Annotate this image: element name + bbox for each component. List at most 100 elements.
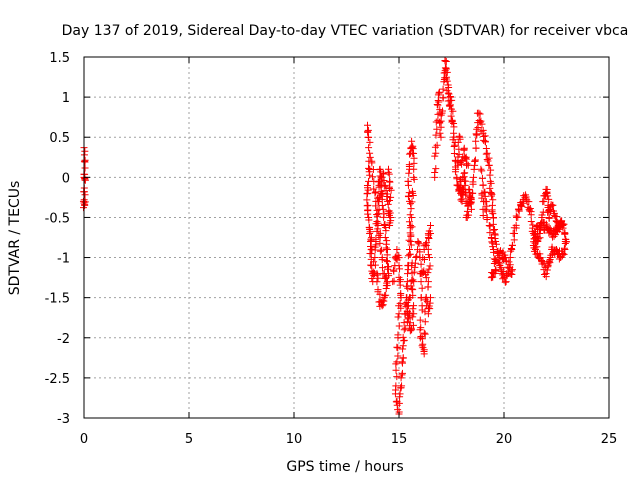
data-point xyxy=(378,256,386,264)
y-tick-label: -1.5 xyxy=(45,292,70,307)
data-point xyxy=(396,281,404,289)
data-point xyxy=(469,180,477,188)
data-point xyxy=(525,198,533,206)
data-point xyxy=(436,118,444,126)
data-point xyxy=(415,240,423,248)
data-point xyxy=(407,282,415,290)
data-point xyxy=(470,173,478,181)
data-point xyxy=(398,369,406,377)
data-point xyxy=(81,147,89,155)
data-point xyxy=(366,138,374,146)
data-point xyxy=(374,286,382,294)
data-point xyxy=(437,123,445,131)
data-point xyxy=(508,241,516,249)
data-point xyxy=(471,157,479,165)
data-point xyxy=(514,213,522,221)
data-point xyxy=(369,166,377,174)
data-point xyxy=(420,346,428,354)
data-point xyxy=(374,271,382,279)
data-point xyxy=(406,224,414,232)
data-point xyxy=(455,132,463,140)
data-point xyxy=(382,284,390,292)
data-point xyxy=(545,195,553,203)
data-point xyxy=(417,278,425,286)
data-point xyxy=(502,278,510,286)
data-point xyxy=(561,230,569,238)
data-point xyxy=(405,150,413,158)
data-point xyxy=(461,169,469,177)
data-point xyxy=(479,181,487,189)
data-point xyxy=(406,294,414,302)
data-point xyxy=(492,240,500,248)
data-point xyxy=(426,262,434,270)
x-axis-label: GPS time / hours xyxy=(286,459,403,475)
grid-lines xyxy=(84,57,609,418)
data-point xyxy=(380,270,388,278)
data-point xyxy=(366,153,374,161)
data-point xyxy=(489,239,497,247)
data-point xyxy=(419,254,427,262)
data-point xyxy=(394,344,402,352)
data-point xyxy=(382,227,390,235)
y-axis-label: SDTVAR / TECUs xyxy=(7,181,23,296)
data-point xyxy=(368,246,376,254)
data-point xyxy=(447,112,455,120)
data-point xyxy=(371,261,379,269)
data-point xyxy=(544,192,552,200)
data-point xyxy=(395,310,403,318)
data-point xyxy=(399,345,407,353)
data-point xyxy=(548,245,556,253)
data-point xyxy=(410,165,418,173)
data-point xyxy=(493,257,501,265)
data-point xyxy=(378,264,386,272)
data-point xyxy=(416,326,424,334)
data-point xyxy=(410,310,418,318)
data-point xyxy=(488,238,496,246)
data-point xyxy=(386,178,394,186)
data-point xyxy=(512,221,520,229)
data-point xyxy=(406,327,414,335)
data-point xyxy=(462,155,470,163)
data-point xyxy=(407,326,415,334)
data-point xyxy=(478,174,486,182)
data-point xyxy=(410,173,418,181)
y-tick-label: -2 xyxy=(57,332,70,347)
data-point xyxy=(386,221,394,229)
data-point xyxy=(411,263,419,271)
data-point xyxy=(396,265,404,273)
data-point xyxy=(462,191,470,199)
data-point xyxy=(561,240,569,248)
data-point xyxy=(408,276,416,284)
data-point xyxy=(398,358,406,366)
data-point xyxy=(376,247,384,255)
data-point xyxy=(81,158,89,166)
data-point xyxy=(404,252,412,260)
data-point xyxy=(386,196,394,204)
data-point xyxy=(450,123,458,131)
data-point xyxy=(405,236,413,244)
data-point xyxy=(454,138,462,146)
data-point xyxy=(482,150,490,158)
data-point xyxy=(395,322,403,330)
data-point xyxy=(473,125,481,133)
data-point xyxy=(477,117,485,125)
y-tick-label: 0 xyxy=(62,171,70,186)
data-point xyxy=(364,164,372,172)
data-point xyxy=(370,177,378,185)
data-point xyxy=(465,211,473,219)
data-point xyxy=(486,222,494,230)
data-point xyxy=(477,165,485,173)
data-point xyxy=(394,352,402,360)
data-point xyxy=(394,313,402,321)
data-point xyxy=(487,192,495,200)
data-point xyxy=(365,216,373,224)
data-point xyxy=(395,302,403,310)
x-tick-label: 0 xyxy=(80,432,88,447)
data-point xyxy=(421,318,429,326)
data-point xyxy=(486,184,494,192)
data-point xyxy=(479,198,487,206)
data-point xyxy=(390,277,398,285)
data-point xyxy=(395,262,403,270)
data-point xyxy=(81,198,89,206)
